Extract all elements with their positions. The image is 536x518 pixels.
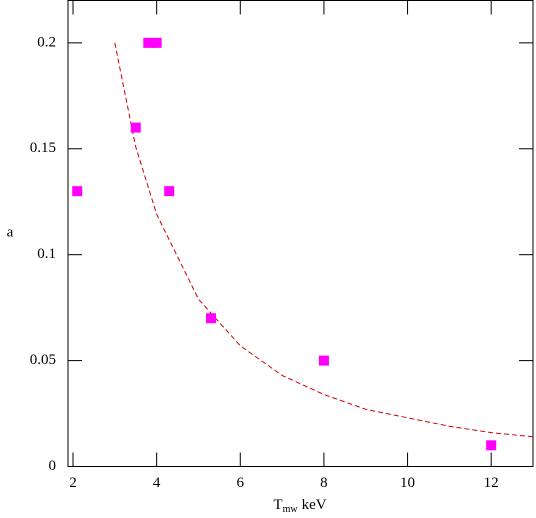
plot-frame xyxy=(67,0,534,467)
x-tick-label: 8 xyxy=(320,475,328,491)
x-tick-label: 6 xyxy=(237,475,245,491)
point xyxy=(130,122,141,133)
fit-curve xyxy=(114,42,534,438)
x-tick-label: 10 xyxy=(400,475,415,491)
x-axis-label: Tmw keV xyxy=(273,497,326,515)
y-axis-label: a xyxy=(7,224,14,240)
x-tick-label: 2 xyxy=(69,475,77,491)
point xyxy=(143,37,154,48)
point xyxy=(486,440,497,451)
x-label-main: T xyxy=(273,497,282,513)
y-tick-label: 0.1 xyxy=(37,246,56,262)
y-tick-label: 0 xyxy=(49,458,57,474)
point xyxy=(72,186,83,197)
x-label-unit: keV xyxy=(302,497,327,513)
x-tick-label: 12 xyxy=(484,475,499,491)
point xyxy=(151,37,162,48)
y-tick-label: 0.05 xyxy=(30,352,56,368)
point xyxy=(164,186,175,197)
point xyxy=(206,313,217,324)
point xyxy=(318,355,329,366)
y-tick-label: 0.15 xyxy=(30,140,56,156)
x-label-sub: mw xyxy=(283,504,299,515)
y-tick-label: 0.2 xyxy=(37,34,56,50)
x-tick-label: 4 xyxy=(153,475,161,491)
